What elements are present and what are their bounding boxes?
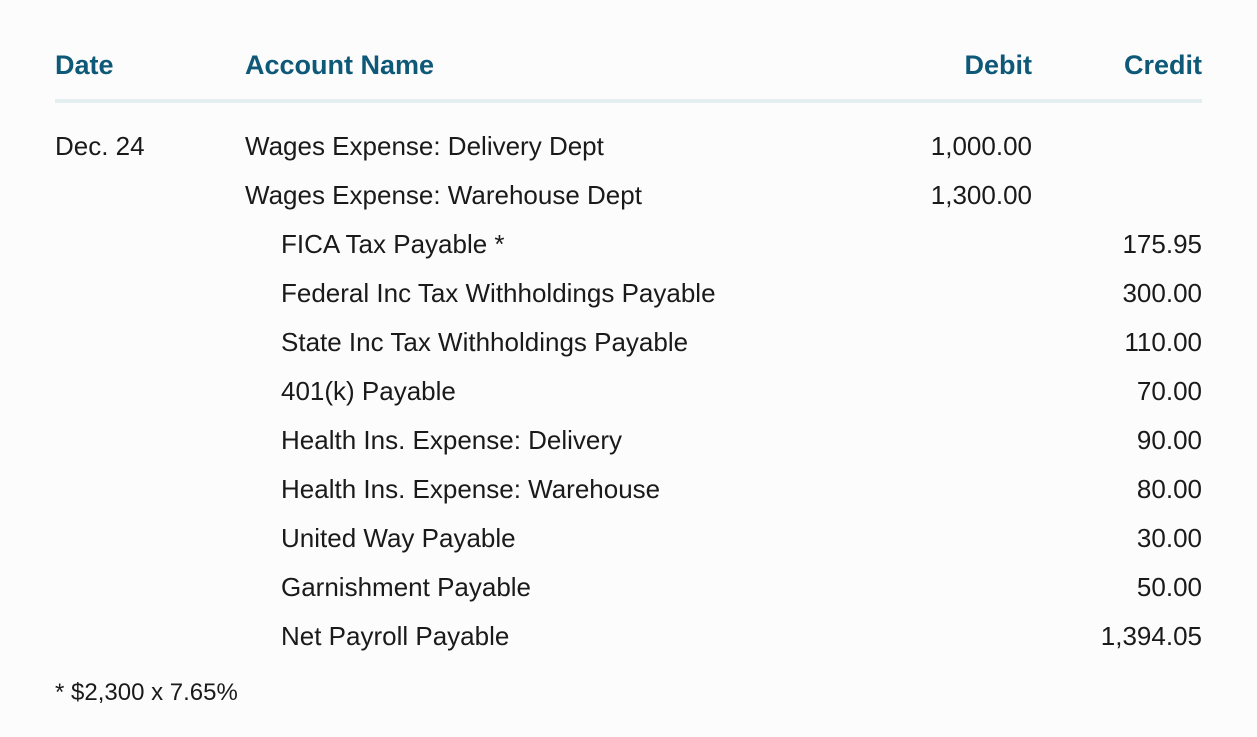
table-row: Federal Inc Tax Withholdings Payable 300.…: [55, 269, 1202, 318]
table-row: Dec. 24Wages Expense: Delivery Dept1,000…: [55, 101, 1202, 171]
cell-credit: 30.00: [1032, 514, 1202, 563]
cell-date: [55, 612, 245, 661]
cell-credit: 175.95: [1032, 220, 1202, 269]
journal-entry-table: Date Account Name Debit Credit Dec. 24Wa…: [55, 50, 1202, 661]
cell-date: [55, 220, 245, 269]
cell-date: [55, 465, 245, 514]
col-header-credit: Credit: [1032, 50, 1202, 101]
cell-date: [55, 269, 245, 318]
table-row: FICA Tax Payable * 175.95: [55, 220, 1202, 269]
cell-account: Wages Expense: Warehouse Dept: [245, 171, 862, 220]
cell-date: [55, 514, 245, 563]
cell-debit: [862, 514, 1032, 563]
table-row: Health Ins. Expense: Warehouse 80.00: [55, 465, 1202, 514]
table-row: Health Ins. Expense: Delivery 90.00: [55, 416, 1202, 465]
cell-account: Health Ins. Expense: Delivery: [245, 416, 862, 465]
cell-credit: 300.00: [1032, 269, 1202, 318]
col-header-account: Account Name: [245, 50, 862, 101]
cell-date: [55, 416, 245, 465]
footnote: * $2,300 x 7.65%: [55, 679, 1202, 707]
col-header-date: Date: [55, 50, 245, 101]
cell-credit: 70.00: [1032, 367, 1202, 416]
cell-credit: 1,394.05: [1032, 612, 1202, 661]
cell-debit: [862, 416, 1032, 465]
cell-debit: [862, 367, 1032, 416]
table-row: Wages Expense: Warehouse Dept1,300.00: [55, 171, 1202, 220]
cell-account: Net Payroll Payable: [245, 612, 862, 661]
cell-account: Health Ins. Expense: Warehouse: [245, 465, 862, 514]
cell-account: United Way Payable: [245, 514, 862, 563]
cell-date: [55, 318, 245, 367]
cell-credit: 50.00: [1032, 563, 1202, 612]
cell-debit: [862, 563, 1032, 612]
cell-date: [55, 563, 245, 612]
cell-debit: 1,300.00: [862, 171, 1032, 220]
cell-debit: [862, 612, 1032, 661]
cell-date: [55, 367, 245, 416]
cell-debit: [862, 318, 1032, 367]
cell-credit: 80.00: [1032, 465, 1202, 514]
cell-debit: 1,000.00: [862, 101, 1032, 171]
table-header-row: Date Account Name Debit Credit: [55, 50, 1202, 101]
table-row: Net Payroll Payable 1,394.05: [55, 612, 1202, 661]
cell-debit: [862, 269, 1032, 318]
cell-date: Dec. 24: [55, 101, 245, 171]
cell-debit: [862, 220, 1032, 269]
cell-debit: [862, 465, 1032, 514]
cell-date: [55, 171, 245, 220]
col-header-debit: Debit: [862, 50, 1032, 101]
cell-credit: [1032, 101, 1202, 171]
cell-account: Wages Expense: Delivery Dept: [245, 101, 862, 171]
cell-credit: [1032, 171, 1202, 220]
cell-account: Federal Inc Tax Withholdings Payable: [245, 269, 862, 318]
cell-account: 401(k) Payable: [245, 367, 862, 416]
cell-account: Garnishment Payable: [245, 563, 862, 612]
table-row: 401(k) Payable 70.00: [55, 367, 1202, 416]
cell-credit: 90.00: [1032, 416, 1202, 465]
table-row: United Way Payable 30.00: [55, 514, 1202, 563]
cell-credit: 110.00: [1032, 318, 1202, 367]
cell-account: State Inc Tax Withholdings Payable: [245, 318, 862, 367]
table-row: State Inc Tax Withholdings Payable 110.00: [55, 318, 1202, 367]
table-row: Garnishment Payable 50.00: [55, 563, 1202, 612]
cell-account: FICA Tax Payable *: [245, 220, 862, 269]
table-body: Dec. 24Wages Expense: Delivery Dept1,000…: [55, 101, 1202, 661]
